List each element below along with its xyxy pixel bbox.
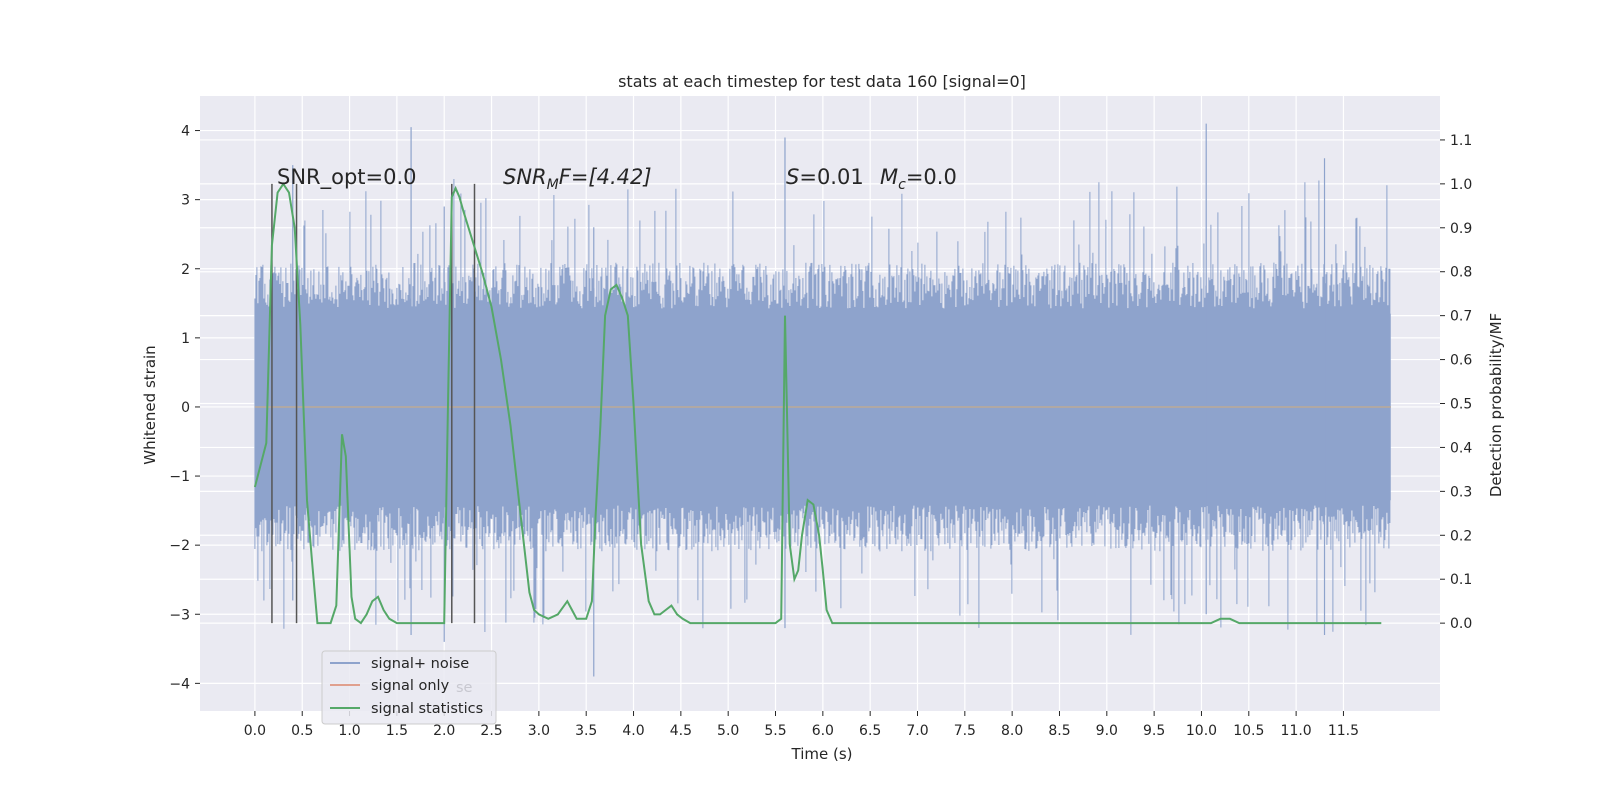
y-left-tick-label: −3 [169, 607, 190, 623]
x-tick-label: 2.0 [433, 723, 455, 739]
statistics-series-layer [253, 182, 1382, 625]
y-axis-left-ticks: 4 3 2 1 0 −1 −2 −3 −4 [169, 124, 200, 692]
y-right-tick-label: 0.4 [1450, 440, 1472, 456]
chart-title: stats at each timestep for test data 160… [618, 72, 1026, 91]
x-tick-label: 7.5 [954, 723, 976, 739]
y-right-tick-label: 0.9 [1450, 221, 1472, 237]
x-tick-label: 11.5 [1328, 723, 1359, 739]
x-tick-label: 4.0 [622, 723, 644, 739]
legend-label-signal-only: signal only [371, 678, 450, 694]
x-tick-label: 8.0 [1001, 723, 1023, 739]
annotation-s: S=0.01 [786, 165, 864, 189]
x-tick-label: 5.0 [717, 723, 739, 739]
x-tick-label: 10.5 [1233, 723, 1264, 739]
y-axis-right-ticks: 1.1 1.0 0.9 0.8 0.7 0.6 0.5 0.4 0.3 0.2 0.1 0.0 [1440, 133, 1472, 632]
annotation-snr-mf-rest: F=[4.42] [559, 165, 652, 189]
y-right-tick-label: 1.1 [1450, 133, 1472, 149]
x-tick-label: 0.0 [244, 723, 266, 739]
x-axis-label: Time (s) [791, 745, 853, 763]
legend-box [321, 650, 497, 725]
y-right-tick-label: 0.2 [1450, 528, 1472, 544]
y-left-tick-label: −4 [169, 676, 190, 692]
legend-label-noise: signal+ noise [371, 656, 469, 672]
x-tick-label: 6.5 [859, 723, 881, 739]
y-right-tick-label: 0.6 [1450, 353, 1472, 369]
x-tick-label: 4.5 [670, 723, 692, 739]
x-tick-label: 5.5 [764, 723, 786, 739]
x-axis-ticks: 0.0 0.5 1.0 1.5 2.0 2.5 3.0 3.5 4.0 4.5 5.0 5.5 6.0 6… [244, 711, 1359, 739]
x-tick-label: 1.5 [386, 723, 408, 739]
legend-ghost-text: se [456, 680, 473, 696]
x-tick-label: 2.5 [480, 723, 502, 739]
x-tick-label: 3.0 [528, 723, 550, 739]
annotation-mc-value: =0.0 [906, 165, 957, 189]
y-right-tick-label: 1.0 [1450, 177, 1472, 193]
legend: se signal+ noise signal only signal stat… [321, 650, 497, 725]
y-left-tick-label: 4 [181, 124, 190, 140]
annotation-snr-mf: SNRMF=[4.42] [503, 165, 652, 193]
y-right-tick-label: 0.8 [1450, 265, 1472, 281]
y-left-tick-label: 3 [181, 193, 190, 209]
y-left-tick-label: −1 [169, 469, 190, 485]
statistics-series-line [253, 182, 1382, 625]
x-tick-label: 9.0 [1096, 723, 1118, 739]
y-right-tick-label: 0.3 [1450, 484, 1472, 500]
y-right-tick-label: 0.0 [1450, 616, 1472, 632]
x-tick-label: 3.5 [575, 723, 597, 739]
x-tick-label: 10.0 [1186, 723, 1217, 739]
annotation-mc-sub: c [898, 177, 906, 193]
x-tick-label: 11.0 [1281, 723, 1312, 739]
y-left-tick-label: 2 [181, 262, 190, 278]
y-right-tick-label: 0.7 [1450, 309, 1472, 325]
annotation-s-value: =0.01 [799, 165, 863, 189]
legend-label-statistics: signal statistics [371, 701, 483, 717]
x-tick-label: 9.5 [1143, 723, 1165, 739]
annotation-mc-main: M [880, 165, 898, 189]
x-tick-label: 1.0 [338, 723, 360, 739]
y-right-tick-label: 0.1 [1450, 572, 1472, 588]
annotation-snr-mf-sub: M [547, 177, 559, 193]
y-axis-left-label: Whitened strain [141, 345, 159, 464]
y-left-tick-label: −2 [169, 538, 190, 554]
y-axis-right-label: Detection probability/MF [1487, 313, 1505, 497]
y-left-tick-label: 1 [181, 331, 190, 347]
y-right-tick-label: 0.5 [1450, 397, 1472, 413]
x-tick-label: 6.0 [812, 723, 834, 739]
x-tick-label: 8.5 [1048, 723, 1070, 739]
x-tick-label: 7.0 [906, 723, 928, 739]
annotation-snr-opt: SNR_opt=0.0 [277, 165, 417, 190]
y-left-tick-label: 0 [181, 400, 190, 416]
annotation-mc: Mc=0.0 [880, 165, 957, 193]
annotation-snr-mf-main: SNR [503, 165, 547, 189]
annotation-s-symbol: S [786, 165, 799, 189]
x-tick-label: 0.5 [291, 723, 313, 739]
